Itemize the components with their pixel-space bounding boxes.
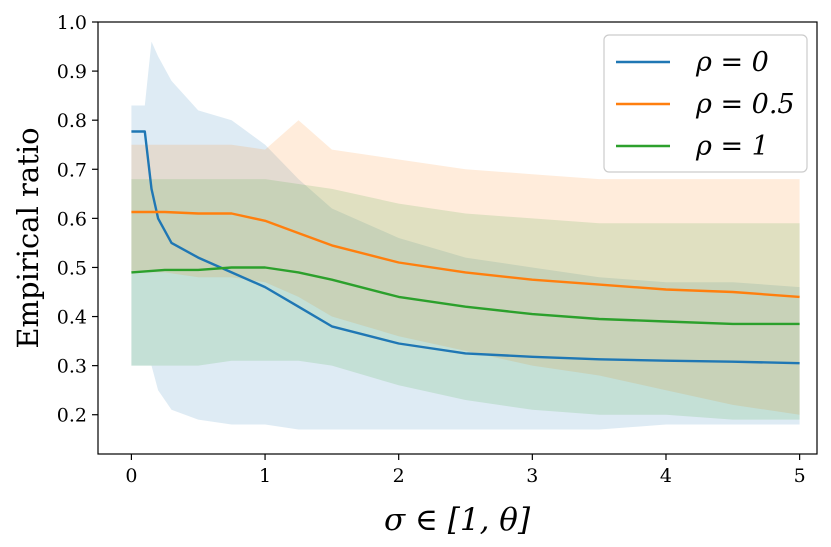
x-tick-label: 2 (393, 465, 405, 487)
legend: ρ = 0 ρ = 0.5 ρ = 1 (603, 34, 808, 173)
line-series-2 (131, 266, 800, 326)
x-axis-label: σ ∈ [1, θ] (384, 502, 531, 538)
y-tick-label: 0.9 (57, 61, 87, 83)
band-series-1 (131, 120, 800, 415)
x-axis-ticks: 0 1 2 3 4 5 (125, 454, 806, 487)
band-series-0 (131, 41, 800, 430)
legend-label-2: ρ = 1 (695, 131, 769, 162)
y-tick-label: 1.0 (57, 12, 87, 34)
series-lines (131, 130, 800, 365)
y-tick-label: 0.7 (57, 159, 87, 181)
plot-frame (97, 21, 818, 455)
y-tick-label: 0.8 (57, 110, 87, 132)
x-tick-label: 3 (526, 465, 538, 487)
x-tick-label: 1 (259, 465, 271, 487)
y-tick-label: 0.3 (57, 356, 87, 378)
x-tick-label: 0 (125, 465, 137, 487)
line-series-1 (131, 210, 800, 299)
y-tick-label: 0.2 (57, 405, 87, 427)
x-tick-label: 5 (794, 465, 806, 487)
line-series-0 (131, 130, 800, 365)
y-tick-label: 0.4 (57, 307, 87, 329)
y-axis-ticks: 0.2 0.3 0.4 0.5 0.6 0.7 0.8 0.9 1.0 (57, 12, 98, 427)
legend-box (603, 34, 808, 173)
x-tick-label: 4 (660, 465, 672, 487)
y-axis-label: Empirical ratio (11, 127, 45, 348)
y-tick-label: 0.6 (57, 208, 87, 230)
legend-label-1: ρ = 0.5 (695, 89, 795, 120)
legend-label-0: ρ = 0 (695, 47, 769, 78)
y-tick-label: 0.5 (57, 257, 87, 279)
